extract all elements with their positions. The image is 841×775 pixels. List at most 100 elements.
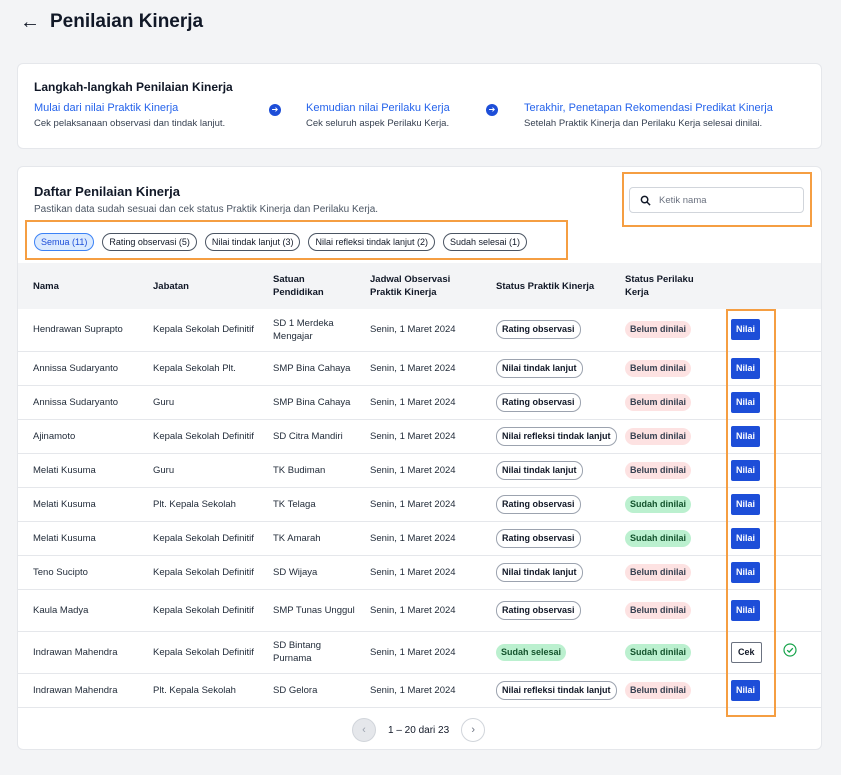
- search-icon: [640, 195, 651, 206]
- nilai-button[interactable]: Nilai: [731, 599, 761, 621]
- step-3-link[interactable]: Terakhir, Penetapan Rekomendasi Predikat…: [524, 102, 773, 114]
- cell-satuan: SD Citra Mandiri: [258, 419, 355, 454]
- cell-satuan: TK Budiman: [258, 453, 355, 488]
- status-perilaku-badge: Belum dinilai: [625, 563, 692, 581]
- cell-satuan: SD Gelora: [258, 673, 355, 708]
- cell-nama: Melati Kusuma: [18, 487, 138, 522]
- cell-nama: Annissa Sudaryanto: [18, 351, 138, 386]
- table-row: Ajinamoto Kepala Sekolah Definitif SD Citr…: [18, 419, 821, 454]
- nilai-button[interactable]: Nilai: [731, 561, 761, 583]
- table-row: Annissa Sudaryanto Kepala Sekolah Plt. SMP…: [18, 351, 821, 386]
- cell-jabatan: Kepala Sekolah Definitif: [138, 419, 258, 454]
- cell-nama: Teno Sucipto: [18, 555, 138, 590]
- col-header-satuan: Satuan Pendidikan: [273, 274, 324, 298]
- col-header-jabatan: Jabatan: [153, 280, 189, 292]
- status-perilaku-badge: Belum dinilai: [625, 461, 692, 479]
- nilai-button[interactable]: Nilai: [731, 391, 761, 413]
- cell-done: [771, 589, 821, 632]
- list-subtitle: Pastikan data sudah sesuai dan cek statu…: [34, 204, 379, 215]
- cell-status-perilaku: Belum dinilai: [610, 309, 719, 352]
- status-praktik-badge: Rating observasi: [496, 600, 581, 620]
- nilai-button[interactable]: Nilai: [731, 425, 761, 447]
- list-title: Daftar Penilaian Kinerja: [34, 184, 180, 199]
- status-perilaku-badge: Belum dinilai: [625, 321, 692, 339]
- cell-satuan: TK Telaga: [258, 487, 355, 522]
- cell-done: [771, 419, 821, 454]
- page-title: Penilaian Kinerja: [50, 11, 204, 32]
- status-praktik-badge: Nilai refleksi tindak lanjut: [496, 426, 617, 446]
- filter-chip-rating-observasi[interactable]: Rating observasi (5): [102, 233, 197, 251]
- cell-nama: Melati Kusuma: [18, 453, 138, 488]
- step-3: Terakhir, Penetapan Rekomendasi Predikat…: [524, 102, 773, 129]
- table-row: Melati Kusuma Plt. Kepala Sekolah TK Telag…: [18, 487, 821, 522]
- cell-satuan: SD Bintang Purnama: [258, 631, 355, 674]
- nilai-button[interactable]: Nilai: [731, 527, 761, 549]
- cell-status-perilaku: Belum dinilai: [610, 555, 719, 590]
- cell-jabatan: Guru: [138, 385, 258, 420]
- cell-nama: Indrawan Mahendra: [18, 631, 138, 674]
- step-2: Kemudian nilai Perilaku Kerja Cek seluru…: [306, 102, 450, 129]
- cell-nama: Ajinamoto: [18, 419, 138, 454]
- step-1-desc: Cek pelaksanaan observasi dan tindak lan…: [34, 118, 226, 129]
- status-praktik-badge: Rating observasi: [496, 494, 581, 514]
- status-perilaku-badge: Sudah dinilai: [625, 643, 692, 661]
- search-field[interactable]: [629, 187, 804, 213]
- status-perilaku-badge: Belum dinilai: [625, 393, 692, 411]
- nilai-button[interactable]: Nilai: [731, 493, 761, 515]
- table-row: Indrawan Mahendra Kepala Sekolah Definiti…: [18, 631, 821, 674]
- cell-jadwal: Senin, 1 Maret 2024: [355, 521, 481, 556]
- nilai-button[interactable]: Nilai: [731, 357, 761, 379]
- cell-jadwal: Senin, 1 Maret 2024: [355, 385, 481, 420]
- search-input[interactable]: [659, 194, 799, 206]
- status-praktik-badge: Sudah selesai: [496, 643, 567, 661]
- cell-satuan: SD 1 Merdeka Mengajar: [258, 309, 355, 352]
- cell-jadwal: Senin, 1 Maret 2024: [355, 555, 481, 590]
- filter-chip-sudah-selesai[interactable]: Sudah selesai (1): [443, 233, 528, 251]
- status-praktik-badge: Nilai tindak lanjut: [496, 358, 583, 378]
- nilai-button[interactable]: Nilai: [731, 319, 761, 341]
- filter-chips: Semua (11) Rating observasi (5) Nilai ti…: [34, 233, 528, 251]
- cek-button[interactable]: Cek: [731, 641, 762, 663]
- arrow-right-circle-icon: ➔: [486, 104, 498, 116]
- cell-status-praktik: Rating observasi: [481, 589, 610, 632]
- col-header-done: [771, 263, 821, 309]
- status-perilaku-badge: Belum dinilai: [625, 601, 692, 619]
- nilai-button[interactable]: Nilai: [731, 679, 761, 701]
- cell-nama: Indrawan Mahendra: [18, 673, 138, 708]
- table-row: Teno Sucipto Kepala Sekolah Definitif SD W…: [18, 555, 821, 590]
- cell-jadwal: Senin, 1 Maret 2024: [355, 419, 481, 454]
- step-1-link[interactable]: Mulai dari nilai Praktik Kinerja: [34, 102, 179, 114]
- search-highlight-box: [622, 172, 812, 227]
- cell-jabatan: Kepala Sekolah Definitif: [138, 631, 258, 674]
- filter-chip-semua[interactable]: Semua (11): [34, 233, 95, 251]
- cell-jabatan: Kepala Sekolah Definitif: [138, 589, 258, 632]
- cell-status-perilaku: Belum dinilai: [610, 419, 719, 454]
- nilai-button[interactable]: Nilai: [731, 459, 761, 481]
- cell-status-perilaku: Belum dinilai: [610, 453, 719, 488]
- filter-chip-nilai-refleksi[interactable]: Nilai refleksi tindak lanjut (2): [308, 233, 435, 251]
- cell-done: [771, 453, 821, 488]
- cell-nama: Hendrawan Suprapto: [18, 309, 138, 352]
- cell-status-perilaku: Belum dinilai: [610, 589, 719, 632]
- cell-done: [771, 487, 821, 522]
- steps-title: Langkah-langkah Penilaian Kinerja: [34, 80, 233, 94]
- cell-nama: Annissa Sudaryanto: [18, 385, 138, 420]
- steps-card: Langkah-langkah Penilaian Kinerja Mulai …: [17, 63, 822, 149]
- table-row: Kaula Madya Kepala Sekolah Definitif SMP T…: [18, 589, 821, 632]
- cell-done: [771, 385, 821, 420]
- assessment-list-card: Daftar Penilaian Kinerja Pastikan data s…: [17, 166, 822, 750]
- col-header-nama: Nama: [33, 280, 59, 292]
- prev-page-button[interactable]: ‹: [352, 718, 376, 742]
- next-page-button[interactable]: ›: [461, 718, 486, 742]
- status-perilaku-badge: Belum dinilai: [625, 359, 692, 377]
- check-circle-icon: [783, 643, 797, 657]
- cell-satuan: SMP Bina Cahaya: [258, 351, 355, 386]
- table-row: Annissa Sudaryanto Guru SMP Bina Cahaya Sen…: [18, 385, 821, 420]
- back-arrow-icon[interactable]: ←: [20, 10, 40, 33]
- pagination: ‹ 1 – 20 dari 23 ›: [352, 717, 486, 743]
- status-perilaku-badge: Belum dinilai: [625, 427, 692, 445]
- filter-chip-nilai-tindak-lanjut[interactable]: Nilai tindak lanjut (3): [204, 233, 301, 251]
- step-2-link[interactable]: Kemudian nilai Perilaku Kerja: [306, 102, 450, 114]
- cell-jabatan: Kepala Sekolah Plt.: [138, 351, 258, 386]
- cell-status-perilaku: Belum dinilai: [610, 351, 719, 386]
